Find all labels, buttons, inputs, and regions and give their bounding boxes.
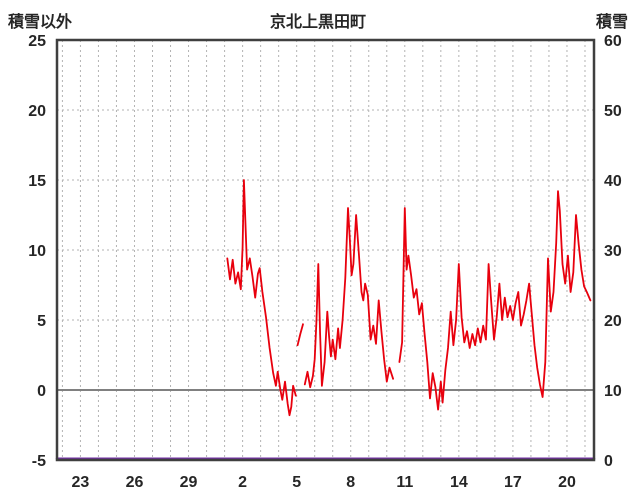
y-left-tick-label: 10 xyxy=(28,243,46,260)
y-left-tick-label: 25 xyxy=(28,33,46,50)
y-right-tick-label: 0 xyxy=(604,453,613,470)
y-right-tick-label: 50 xyxy=(604,103,622,120)
x-tick-label: 23 xyxy=(72,474,90,491)
temperature-line xyxy=(398,190,592,411)
y-left-tick-label: -5 xyxy=(32,453,46,470)
x-tick-label: 8 xyxy=(346,474,355,491)
x-tick-label: 26 xyxy=(126,474,144,491)
x-tick-label: 5 xyxy=(292,474,301,491)
y-right-tick-label: 10 xyxy=(604,383,622,400)
x-tick-label: 14 xyxy=(450,474,468,491)
plot-frame xyxy=(55,38,596,462)
x-tick-label: 17 xyxy=(504,474,522,491)
y-left-tick-label: 0 xyxy=(37,383,46,400)
y-left-tick-label: 15 xyxy=(28,173,46,190)
left-axis-title: 積雪以外 xyxy=(8,14,73,31)
chart-title: 京北上黒田町 xyxy=(269,14,366,31)
y-left-tick-label: 20 xyxy=(28,103,46,120)
right-axis-title: 積雪 xyxy=(595,14,628,31)
temperature-line xyxy=(296,323,304,347)
y-right-tick-label: 20 xyxy=(604,313,622,330)
x-tick-label: 29 xyxy=(180,474,198,491)
x-tick-label: 11 xyxy=(396,474,413,491)
temperature-line xyxy=(303,207,395,389)
y-left-tick-label: 5 xyxy=(37,313,46,330)
temperature-line xyxy=(226,179,297,417)
y-right-tick-label: 40 xyxy=(604,173,622,190)
x-tick-label: 2 xyxy=(238,474,247,491)
y-right-tick-label: 30 xyxy=(604,243,622,260)
y-right-tick-label: 60 xyxy=(604,33,622,50)
x-tick-label: 20 xyxy=(558,474,576,491)
